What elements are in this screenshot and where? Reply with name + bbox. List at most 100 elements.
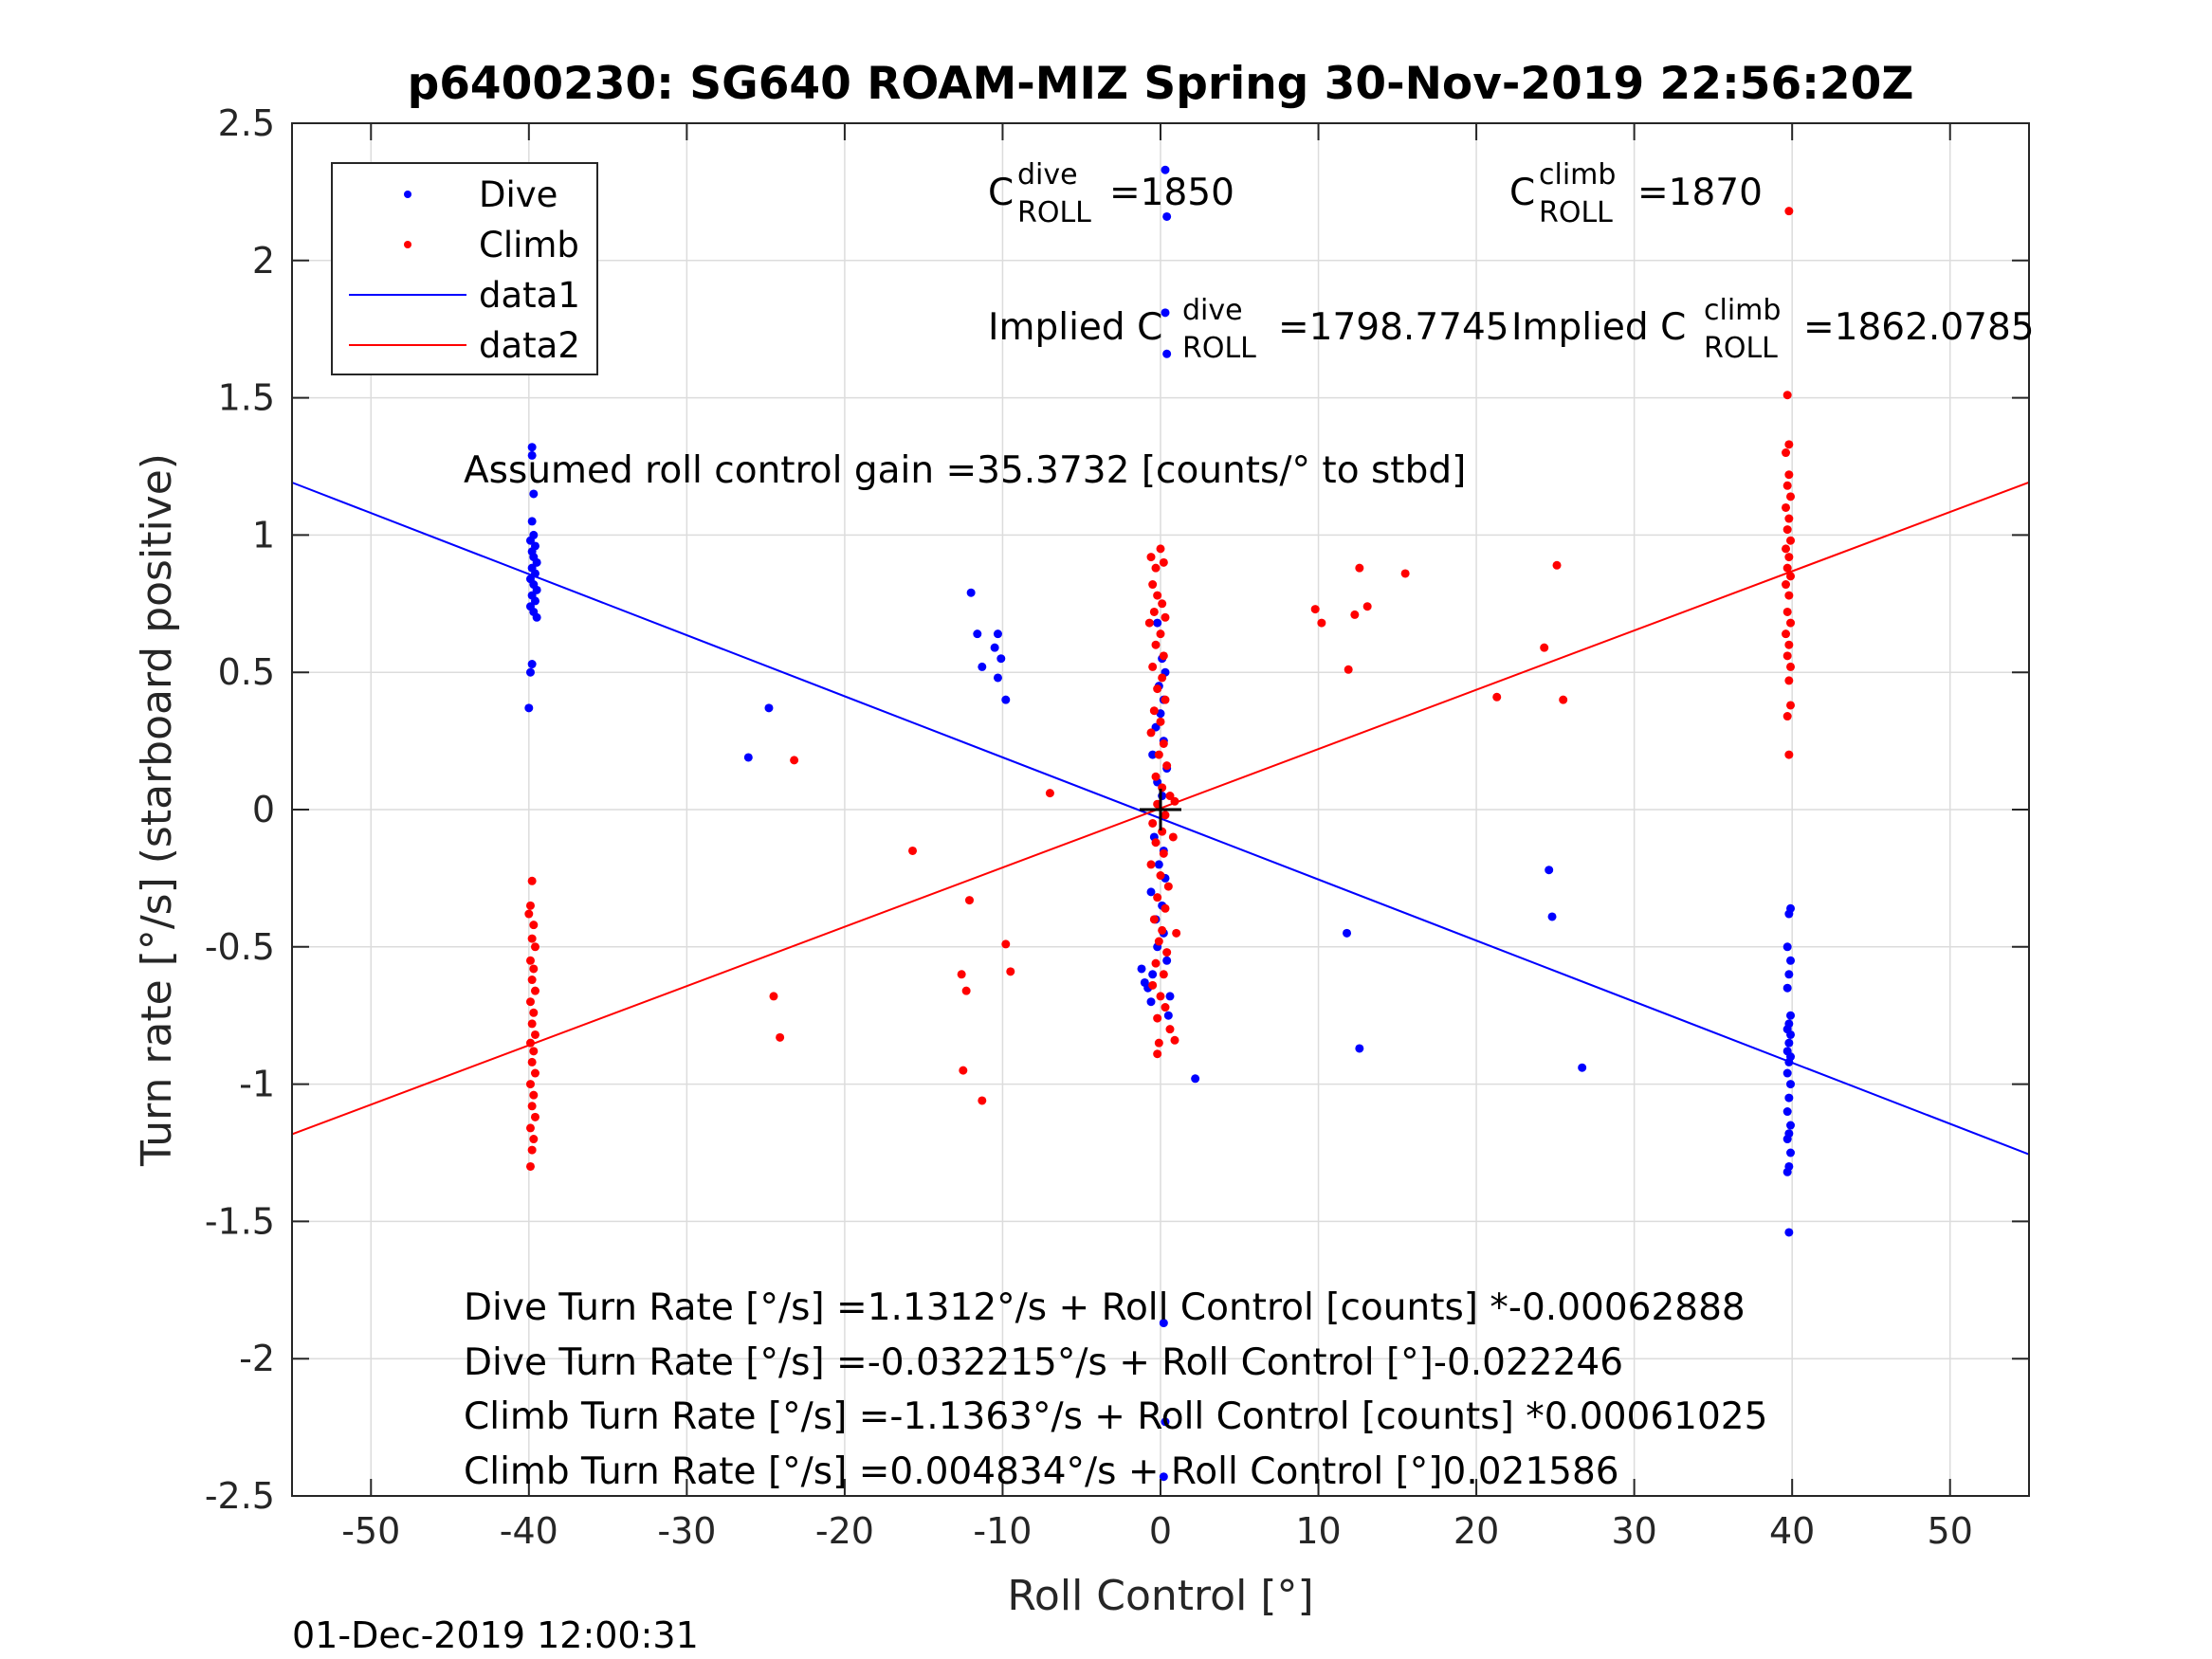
point-climb: [1492, 692, 1502, 702]
point-dive: [1163, 1011, 1173, 1020]
point-climb: [908, 846, 918, 855]
point-climb: [1154, 750, 1163, 759]
y-tick-label: 1.5: [218, 377, 275, 419]
implied-c-climb-annotation: Implied C climb ROLL =1862.0785: [1511, 294, 2035, 365]
c-climb-annotation: C climb ROLL =1870: [1509, 158, 1763, 229]
point-climb: [1159, 557, 1168, 567]
point-climb: [964, 896, 974, 905]
point-climb: [1400, 569, 1410, 578]
implied-dive-value: =1798.7745: [1278, 306, 1509, 349]
x-tick-label: 40: [1769, 1510, 1815, 1552]
c-dive-main: C: [988, 172, 1014, 214]
point-climb: [1159, 738, 1168, 748]
point-climb: [1045, 789, 1054, 798]
gain-annotation: Assumed roll control gain =35.3732 [coun…: [464, 449, 1466, 492]
point-dive: [1148, 750, 1158, 759]
point-climb: [1784, 640, 1794, 649]
c-climb-sub: ROLL: [1539, 196, 1613, 229]
point-climb: [527, 1057, 537, 1066]
point-climb: [1784, 207, 1794, 216]
point-climb: [776, 1032, 785, 1042]
x-tick-label: 20: [1453, 1510, 1499, 1552]
point-climb: [1161, 811, 1170, 820]
y-tick-label: -0.5: [205, 926, 275, 968]
point-climb: [1153, 684, 1162, 694]
point-climb: [1151, 640, 1161, 649]
point-dive: [1191, 1074, 1200, 1084]
point-climb: [529, 1090, 539, 1100]
point-climb: [1786, 618, 1796, 628]
point-dive: [527, 660, 537, 669]
point-dive: [1159, 1472, 1168, 1482]
y-tick-label: -2: [239, 1338, 275, 1379]
point-dive: [1784, 909, 1794, 919]
legend-label-data1: data1: [479, 275, 580, 316]
y-tick-label: -1: [239, 1064, 275, 1105]
point-climb: [1148, 580, 1158, 590]
timestamp: 01-Dec-2019 12:00:31: [292, 1614, 699, 1656]
point-climb: [529, 1047, 539, 1056]
point-dive: [1161, 165, 1170, 174]
point-dive: [1161, 308, 1170, 318]
point-dive: [1343, 928, 1352, 938]
point-dive: [1782, 1135, 1792, 1144]
point-dive: [1545, 866, 1554, 875]
implied-dive-sup: dive: [1182, 294, 1243, 327]
point-dive: [524, 703, 534, 713]
point-climb: [1172, 928, 1181, 938]
point-climb: [527, 876, 537, 885]
point-climb: [1784, 591, 1794, 600]
point-climb: [1156, 629, 1165, 639]
point-dive: [1148, 970, 1158, 979]
point-climb: [1782, 563, 1792, 573]
point-climb: [1153, 893, 1162, 902]
point-climb: [1784, 470, 1794, 480]
point-climb: [1156, 871, 1165, 881]
implied-dive-sub: ROLL: [1182, 332, 1256, 365]
point-dive: [1162, 349, 1172, 358]
point-climb: [1151, 772, 1161, 781]
point-dive: [1355, 1044, 1364, 1053]
point-climb: [1149, 915, 1159, 924]
point-climb: [1552, 560, 1562, 570]
point-dive: [1786, 1030, 1796, 1039]
c-dive-sup: dive: [1017, 158, 1078, 191]
point-climb: [1782, 651, 1792, 661]
legend-label-data2: data2: [479, 325, 580, 366]
point-climb: [525, 901, 535, 910]
y-tick-label: 0: [252, 789, 275, 830]
point-dive: [525, 667, 535, 677]
point-climb: [1540, 643, 1549, 652]
legend-label-climb: Climb: [479, 225, 579, 265]
ticks: [292, 122, 2029, 1497]
point-climb: [524, 909, 534, 919]
point-climb: [1162, 761, 1172, 771]
point-climb: [1786, 492, 1796, 501]
legend: Dive Climb data1 data2: [331, 162, 598, 375]
point-climb: [1151, 838, 1161, 848]
point-climb: [529, 921, 539, 930]
c-dive-sub: ROLL: [1017, 196, 1091, 229]
point-dive: [1578, 1063, 1587, 1072]
point-dive: [993, 629, 1002, 639]
point-climb: [525, 997, 535, 1007]
point-climb: [1158, 673, 1167, 683]
point-dive: [1782, 1167, 1792, 1176]
x-tick-label: -30: [657, 1510, 716, 1552]
point-climb: [959, 1066, 968, 1075]
c-climb-sup: climb: [1539, 158, 1616, 191]
point-dive: [529, 489, 539, 499]
origin-cross-marker: [1140, 789, 1181, 830]
point-climb: [1782, 502, 1791, 512]
point-climb: [1153, 591, 1162, 600]
point-climb: [1159, 970, 1168, 979]
point-dive: [1786, 1011, 1796, 1020]
point-dive: [1784, 1093, 1794, 1103]
point-dive: [1140, 977, 1149, 987]
x-tick-label: 30: [1611, 1510, 1656, 1552]
point-climb: [527, 1145, 537, 1155]
point-dive: [1137, 964, 1146, 974]
point-dive: [1165, 992, 1175, 1001]
point-climb: [1784, 514, 1794, 523]
